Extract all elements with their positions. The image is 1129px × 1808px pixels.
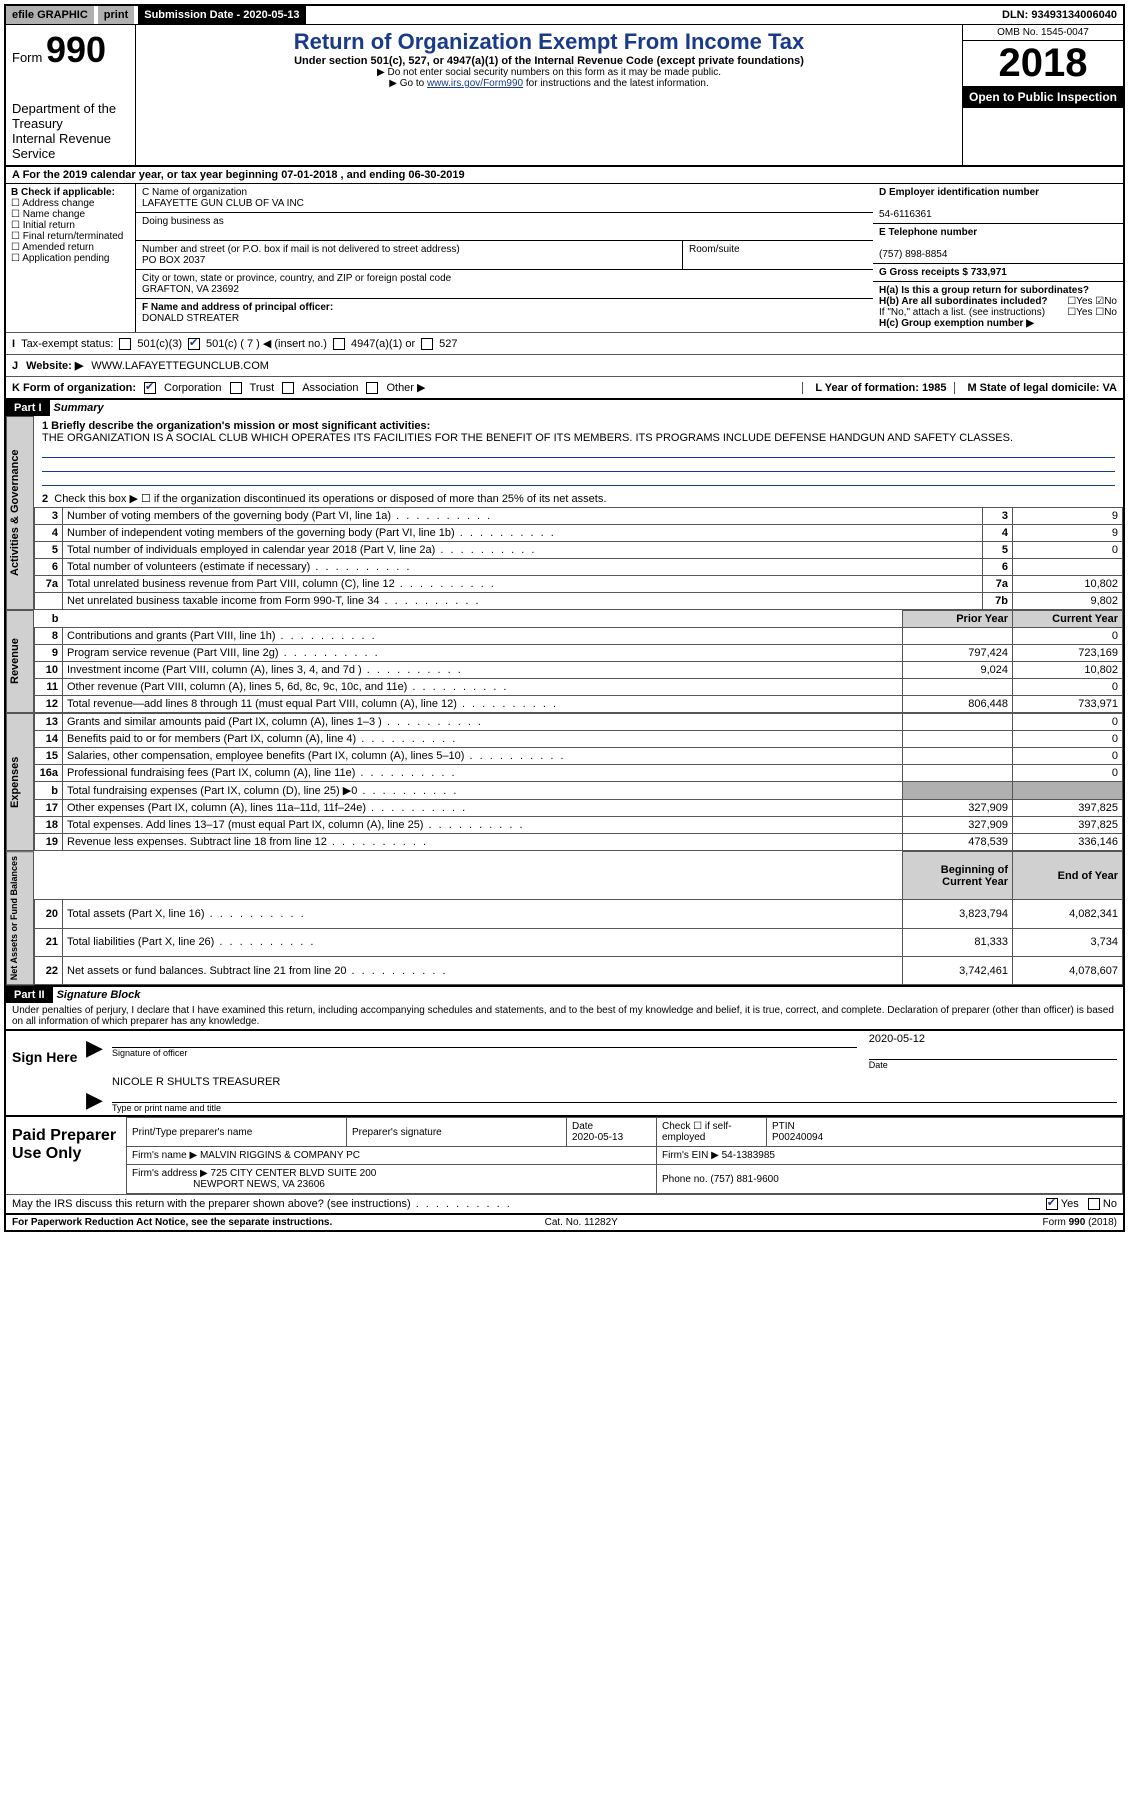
note-link: ▶ Go to www.irs.gov/Form990 for instruct… (142, 78, 956, 89)
website-row: JWebsite: ▶ WWW.LAFAYETTEGUNCLUB.COM (6, 354, 1123, 376)
section-b-grid: B Check if applicable: ☐ Address change … (6, 184, 1123, 332)
dln-label: DLN: 93493134006040 (996, 6, 1123, 24)
box-c: C Name of organizationLAFAYETTE GUN CLUB… (136, 184, 873, 332)
form-title: Return of Organization Exempt From Incom… (142, 29, 956, 55)
side-activities: Activities & Governance (6, 416, 34, 610)
signature-block: Sign Here ▶▶ Signature of officer2020-05… (6, 1029, 1123, 1115)
instructions-link[interactable]: www.irs.gov/Form990 (427, 78, 523, 89)
expenses-block: Expenses 13Grants and similar amounts pa… (6, 713, 1123, 851)
preparer-block: Paid Preparer Use Only Print/Type prepar… (6, 1115, 1123, 1194)
print-button[interactable]: print (98, 6, 134, 24)
box-b: B Check if applicable: ☐ Address change … (6, 184, 136, 332)
efile-button[interactable]: efile GRAPHIC (6, 6, 94, 24)
declaration-text: Under penalties of perjury, I declare th… (6, 1003, 1123, 1029)
header-section: Form 990 Department of the Treasury Inte… (6, 25, 1123, 167)
form-prefix: Form (12, 50, 42, 65)
activities-block: Activities & Governance 1 Briefly descri… (6, 416, 1123, 610)
form-subtitle: Under section 501(c), 527, or 4947(a)(1)… (142, 55, 956, 67)
submission-date: Submission Date - 2020-05-13 (138, 6, 305, 24)
top-bar: efile GRAPHIC print Submission Date - 20… (6, 6, 1123, 25)
tax-year: 2018 (963, 41, 1123, 86)
arrow-icon: ▶▶ (86, 1031, 106, 1115)
box-right: D Employer identification number54-61163… (873, 184, 1123, 332)
note-ssn: ▶ Do not enter social security numbers o… (142, 67, 956, 78)
form-page: efile GRAPHIC print Submission Date - 20… (4, 4, 1125, 1232)
tax-exempt-row: ITax-exempt status: 501(c)(3) 501(c) ( 7… (6, 332, 1123, 354)
netassets-block: Net Assets or Fund Balances Beginning of… (6, 851, 1123, 985)
part1-header: Part ISummary (6, 398, 1123, 416)
form-number: 990 (46, 29, 106, 70)
checked-icon (188, 338, 200, 350)
period-row: A For the 2019 calendar year, or tax yea… (6, 167, 1123, 184)
discuss-row: May the IRS discuss this return with the… (6, 1194, 1123, 1213)
dept-label: Department of the Treasury (12, 101, 129, 131)
part2-header: Part IISignature Block (6, 985, 1123, 1003)
omb-number: OMB No. 1545-0047 (963, 25, 1123, 41)
revenue-block: Revenue bPrior YearCurrent Year8Contribu… (6, 610, 1123, 713)
form-org-row: K Form of organization: Corporation Trus… (6, 376, 1123, 398)
open-public-badge: Open to Public Inspection (963, 86, 1123, 108)
footer: For Paperwork Reduction Act Notice, see … (6, 1213, 1123, 1230)
irs-label: Internal Revenue Service (12, 131, 129, 161)
